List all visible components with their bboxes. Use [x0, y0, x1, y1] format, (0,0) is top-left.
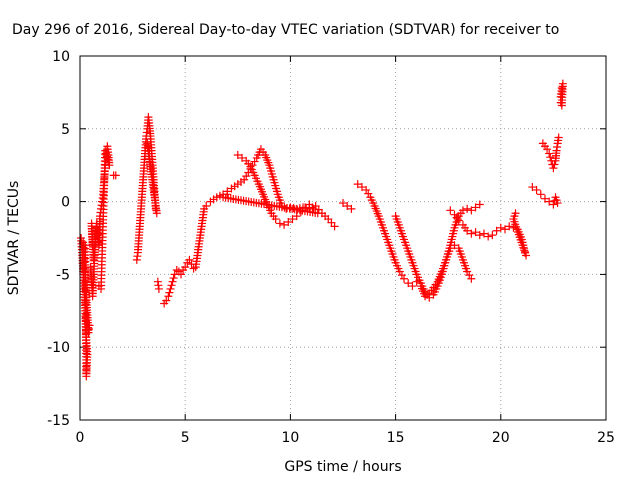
data-point [400, 274, 409, 283]
data-point [467, 229, 476, 238]
data-point [330, 222, 339, 231]
data-points [77, 79, 567, 381]
data-point [488, 231, 497, 240]
data-point [546, 153, 555, 162]
data-point [164, 292, 173, 301]
data-point [364, 189, 373, 198]
data-point [144, 143, 153, 151]
data-point [202, 201, 211, 210]
data-point [250, 157, 259, 166]
data-point [343, 201, 352, 210]
data-point [408, 282, 417, 291]
data-point [492, 226, 501, 235]
data-point [154, 284, 163, 293]
axis-ticks [79, 55, 607, 421]
data-point [496, 223, 505, 232]
data-point [145, 146, 154, 155]
data-point [475, 200, 484, 209]
x-tick-label: 20 [492, 430, 510, 446]
data-point [536, 190, 545, 199]
data-point [242, 172, 251, 181]
y-tick-label: -15 [47, 413, 70, 429]
data-point [467, 206, 476, 215]
x-axis-label: GPS time / hours [284, 459, 401, 475]
plot-frame [79, 55, 607, 421]
data-point [167, 281, 176, 290]
y-tick-label: -5 [56, 267, 70, 283]
data-point [484, 232, 493, 241]
x-tick-label: 10 [281, 430, 299, 446]
y-tick-label: 5 [61, 122, 70, 138]
data-point [540, 194, 549, 203]
data-point [528, 183, 537, 192]
data-point [550, 160, 559, 169]
data-point [446, 206, 455, 215]
data-point [165, 288, 174, 297]
data-point [549, 200, 558, 209]
data-point [545, 197, 554, 206]
data-point [280, 220, 289, 229]
data-point [185, 255, 194, 264]
x-tick-label: 5 [181, 430, 190, 446]
y-axis-label: SDTVAR / TECUs [6, 181, 22, 296]
data-point [549, 164, 558, 173]
data-point [271, 215, 280, 224]
data-point [143, 139, 152, 148]
y-tick-labels: -15 -10 -5 0 5 10 [47, 49, 70, 429]
grid-lines [80, 56, 606, 420]
data-point [479, 229, 488, 238]
data-point [501, 225, 510, 234]
data-point [425, 293, 434, 302]
data-point [463, 204, 472, 213]
data-point [223, 190, 232, 199]
data-point [219, 193, 228, 202]
data-point [471, 228, 480, 237]
data-point [109, 171, 118, 180]
data-point [467, 274, 476, 283]
data-point [556, 98, 565, 107]
data-point [85, 321, 94, 330]
data-point [181, 263, 190, 272]
data-point [545, 149, 554, 158]
data-point [305, 200, 314, 209]
data-point [511, 209, 520, 218]
data-point [238, 153, 247, 162]
data-point [532, 185, 541, 194]
data-point [505, 222, 514, 231]
y-tick-label: 0 [61, 195, 70, 211]
data-point [233, 151, 242, 160]
data-point [275, 219, 284, 228]
data-point [471, 203, 480, 212]
data-point [475, 231, 484, 240]
y-tick-label: 10 [52, 49, 70, 65]
chart-title: Day 296 of 2016, Sidereal Day-to-day VTE… [12, 22, 559, 38]
data-point [169, 274, 178, 283]
y-tick-label: -10 [47, 340, 70, 356]
data-point [543, 145, 552, 154]
data-point [94, 282, 103, 291]
data-point [176, 270, 185, 279]
x-tick-label: 15 [387, 430, 405, 446]
data-point [284, 217, 293, 226]
data-point [162, 296, 171, 305]
data-point [357, 183, 366, 192]
data-point [168, 277, 177, 286]
x-tick-labels: 0 5 10 15 20 25 [76, 430, 615, 446]
data-point [248, 161, 257, 170]
x-tick-label: 0 [76, 430, 85, 446]
data-point [339, 199, 347, 208]
data-point [353, 180, 362, 189]
data-point [166, 284, 175, 293]
data-point [458, 206, 467, 215]
data-point [404, 279, 413, 288]
data-point [454, 216, 463, 225]
data-point [288, 215, 297, 224]
data-point [463, 226, 472, 235]
data-point [347, 204, 356, 213]
data-point [553, 199, 562, 208]
data-point [397, 271, 406, 280]
x-tick-label: 25 [597, 430, 615, 446]
data-point [554, 133, 563, 142]
